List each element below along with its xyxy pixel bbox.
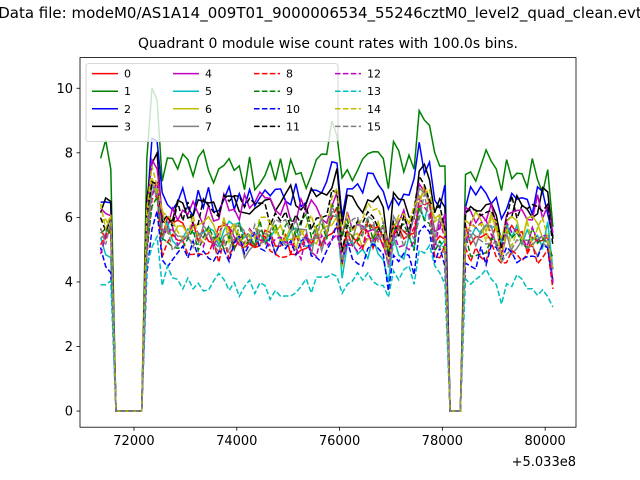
y-tick: 2 <box>65 340 80 355</box>
legend-label: 12 <box>367 68 381 81</box>
x-axis: 72000 74000 76000 78000 80000 <box>113 427 566 449</box>
legend-label: 7 <box>205 120 212 133</box>
x-tick: 76000 <box>319 427 360 449</box>
legend-entry: 1 <box>92 85 131 98</box>
legend-label: 2 <box>124 103 131 116</box>
legend-entry: 0 <box>92 68 131 81</box>
y-tick-label: 10 <box>56 82 73 97</box>
legend-entry: 2 <box>92 103 131 116</box>
chart-title: Quadrant 0 module wise count rates with … <box>138 36 518 52</box>
series-line-12 <box>99 180 554 412</box>
legend-frame <box>85 63 339 142</box>
y-tick: 4 <box>65 275 80 290</box>
y-tick-label: 4 <box>65 275 73 290</box>
legend-label: 14 <box>367 103 381 116</box>
legend-entry: 14 <box>335 103 381 116</box>
y-tick-label: 8 <box>65 146 73 161</box>
x-tick-label: 78000 <box>422 434 463 449</box>
y-tick: 8 <box>65 146 80 161</box>
legend-label: 15 <box>367 120 381 133</box>
x-tick-label: 80000 <box>524 434 565 449</box>
legend-label: 4 <box>205 68 212 81</box>
series-line-1 <box>99 87 554 412</box>
x-tick: 72000 <box>113 427 155 449</box>
legend-entry: 12 <box>335 68 381 81</box>
series-line-15 <box>99 190 554 412</box>
legend-entry: 10 <box>254 103 300 116</box>
legend-label: 3 <box>124 120 131 133</box>
y-tick-label: 6 <box>65 211 73 226</box>
series-line-3 <box>99 150 554 412</box>
legend-label: 13 <box>367 85 381 98</box>
y-tick: 10 <box>56 82 80 97</box>
legend-label: 8 <box>286 68 293 81</box>
legend-entry: 6 <box>173 103 212 116</box>
series-line-6 <box>100 177 554 412</box>
legend-entry: 15 <box>335 120 381 133</box>
series-line-14 <box>99 166 554 412</box>
series-line-13 <box>100 233 554 412</box>
legend-label: 0 <box>124 68 131 81</box>
figure-suptitle: Data file: modeM0/AS1A14_009T01_90000065… <box>0 4 640 22</box>
y-tick-label: 2 <box>65 340 73 355</box>
legend-label: 9 <box>286 85 293 98</box>
legend-entry: 4 <box>173 68 212 81</box>
legend-label: 5 <box>205 85 212 98</box>
y-tick: 6 <box>65 211 80 226</box>
y-axis: 0 2 4 6 8 10 <box>56 82 80 420</box>
legend-label: 10 <box>286 103 300 116</box>
series-layer <box>99 87 554 412</box>
x-tick: 74000 <box>216 427 257 449</box>
legend-entry: 9 <box>254 85 293 98</box>
legend-label: 1 <box>124 85 131 98</box>
x-tick-label: 76000 <box>319 434 360 449</box>
series-line-2 <box>100 137 554 412</box>
y-tick-label: 0 <box>65 405 73 420</box>
y-tick: 0 <box>65 405 80 420</box>
legend-entry: 7 <box>173 120 212 133</box>
x-tick: 78000 <box>422 427 463 449</box>
series-line-9 <box>100 194 554 412</box>
x-offset-label: +5.033e8 <box>512 455 576 470</box>
x-tick-label: 74000 <box>216 434 257 449</box>
legend-entry: 13 <box>335 85 381 98</box>
series-line-4 <box>100 157 554 412</box>
plot-frame <box>79 57 577 428</box>
legend-entry: 3 <box>92 120 131 133</box>
legend-entry: 8 <box>254 68 293 81</box>
legend-label: 6 <box>205 103 212 116</box>
legend-label: 11 <box>286 120 300 133</box>
legend-entry: 11 <box>254 120 300 133</box>
legend-entry: 5 <box>173 85 212 98</box>
series-line-10 <box>99 210 554 412</box>
series-line-11 <box>99 174 554 412</box>
x-tick: 80000 <box>524 427 566 449</box>
x-tick-label: 72000 <box>113 434 154 449</box>
